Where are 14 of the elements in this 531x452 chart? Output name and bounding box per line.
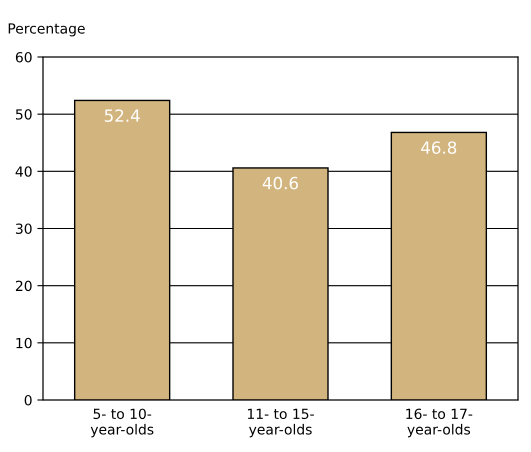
y-tick-label: 60 [16, 52, 32, 62]
y-axis-title: Percentage [8, 23, 85, 36]
data-label: 46.8 [421, 141, 456, 154]
y-tick-label: 50 [16, 109, 32, 120]
y-tick-label: 40 [16, 166, 32, 177]
data-label: 52.4 [104, 109, 140, 122]
y-tick-label: 20 [16, 280, 32, 292]
y-tick-label: 10 [16, 338, 32, 348]
y-tick-label: 30 [16, 223, 32, 234]
data-label: 40.6 [262, 176, 298, 190]
y-tick-label: 0 [24, 394, 32, 406]
x-tick-label: 5- to 10- year-olds [90, 408, 154, 438]
x-tick-label: 16- to 17- year-olds [406, 408, 472, 438]
x-tick-label: 11- to 15- year-olds [248, 408, 314, 438]
